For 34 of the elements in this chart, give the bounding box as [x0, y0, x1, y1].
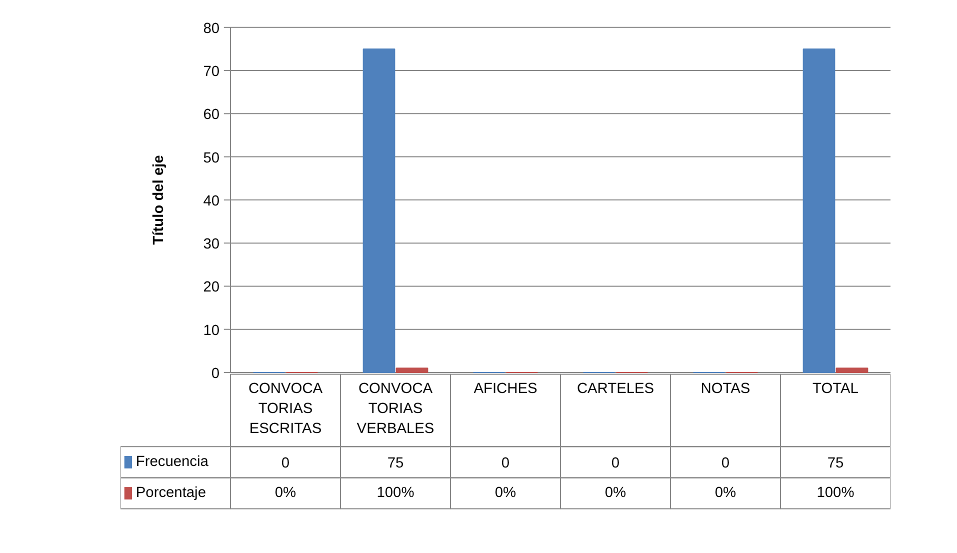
data-label: 0% [604, 485, 626, 502]
data-label: 0% [714, 485, 736, 502]
y-tick-label: 40 [203, 193, 220, 210]
data-label: 0% [494, 485, 516, 502]
data-label: 0 [721, 456, 730, 472]
bar [396, 368, 428, 373]
bar [836, 368, 868, 373]
data-label: 100% [376, 485, 414, 502]
y-tick-label: 60 [203, 107, 220, 124]
legend-label: Porcentaje [136, 485, 206, 502]
y-tick-label: 0 [211, 366, 220, 382]
data-label: 0% [274, 485, 296, 502]
y-tick-label: 80 [203, 20, 220, 37]
legend-label: Frecuencia [136, 454, 210, 470]
y-tick-label: 10 [203, 322, 220, 339]
data-label: 75 [827, 456, 844, 472]
x-tick-label: TOTAL [812, 381, 858, 398]
x-tick-label: CARTELES [576, 381, 654, 398]
data-label: 75 [387, 456, 404, 472]
y-axis-title: Título del eje [151, 155, 167, 245]
y-tick-label: 20 [203, 280, 220, 296]
bar [802, 48, 836, 373]
y-tick-label: 50 [203, 150, 220, 166]
y-tick-label: 70 [203, 64, 220, 80]
data-label: 0 [281, 456, 290, 472]
x-tick-label: CONVOCA TORIAS VERBALES [356, 381, 434, 438]
x-tick-label: CONVOCA TORIAS ESCRITAS [248, 381, 323, 438]
data-label: 0 [611, 456, 620, 472]
y-tick-label: 30 [203, 236, 220, 253]
data-label: 100% [816, 485, 854, 502]
x-tick-label: AFICHES [474, 381, 538, 398]
bar [362, 48, 396, 373]
x-tick-label: NOTAS [700, 381, 750, 398]
data-label: 0 [501, 456, 510, 472]
